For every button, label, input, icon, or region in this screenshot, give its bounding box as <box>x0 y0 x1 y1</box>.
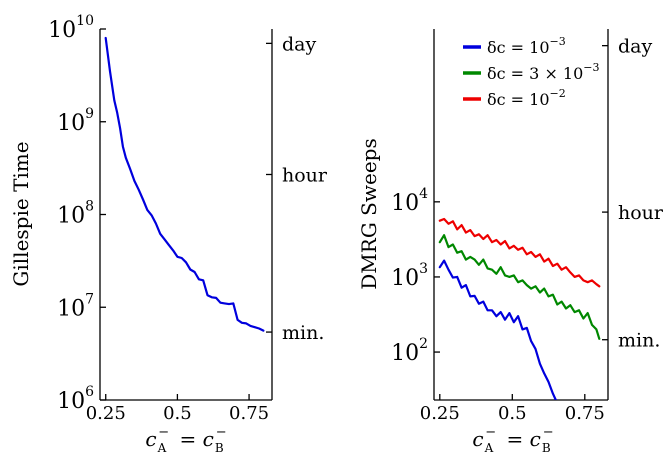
right-x-tick-label: 0.25 <box>420 403 460 424</box>
left-x-tick-label: 0.5 <box>163 403 192 424</box>
right-y-tick-label: 103 <box>391 261 428 291</box>
gillespie-time-panel: 0.25 0.5 0.751061071081091010min.hourdayGi… <box>9 13 328 455</box>
left-y-tick-exponent: 10 <box>76 13 94 29</box>
right-legend-label: δc = 10−3 <box>487 35 566 57</box>
right-series-line-0 <box>440 261 556 400</box>
right-y-tick-exponent: 4 <box>419 186 428 202</box>
right-y-tick-exponent: 2 <box>419 336 428 352</box>
left-y-tick-label: 1010 <box>48 13 94 43</box>
right-right-tick-label: min. <box>618 330 660 352</box>
left-right-tick-label: hour <box>282 164 328 186</box>
right-right-tick-label: hour <box>618 202 664 224</box>
left-right-tick-label: day <box>282 33 316 55</box>
left-y-tick-exponent: 7 <box>85 291 94 307</box>
left-x-tick-label: 0.75 <box>229 403 269 424</box>
left-y-tick-label: 109 <box>57 106 94 136</box>
left-y-tick-base: 10 <box>48 18 76 43</box>
left-y-tick-exponent: 8 <box>85 199 94 215</box>
left-series-line-0 <box>106 38 264 331</box>
right-y-tick-base: 10 <box>391 341 419 366</box>
right-x-tick-label: 0.5 <box>498 403 527 424</box>
left-series-group <box>106 38 264 331</box>
left-x-tick-label: 0.25 <box>86 403 126 424</box>
right-legend-label: δc = 3 × 10−3 <box>487 61 600 83</box>
left-y-tick-label: 107 <box>57 291 94 321</box>
right-series-line-2 <box>440 219 600 286</box>
left-x-axis-label: cA− = cB− <box>145 425 226 455</box>
left-y-tick-label: 108 <box>57 199 94 229</box>
left-y-axis-label: Gillespie Time <box>9 141 33 286</box>
right-right-tick-label: day <box>618 36 652 58</box>
right-x-tick-label: 0.75 <box>565 403 605 424</box>
right-legend-label: δc = 10−2 <box>487 87 566 109</box>
right-y-tick-label: 102 <box>391 336 428 366</box>
right-y-tick-base: 10 <box>391 266 419 291</box>
left-y-tick-base: 10 <box>57 296 85 321</box>
right-y-axis-label: DMRG Sweeps <box>357 138 381 289</box>
left-right-tick-label: min. <box>282 322 324 344</box>
left-y-tick-base: 10 <box>57 389 85 414</box>
right-y-tick-label: 104 <box>391 186 428 216</box>
right-series-group <box>440 219 600 400</box>
left-y-tick-exponent: 6 <box>85 384 94 400</box>
left-y-tick-base: 10 <box>57 111 85 136</box>
right-y-tick-exponent: 3 <box>419 261 428 277</box>
left-y-tick-base: 10 <box>57 204 85 229</box>
right-y-tick-base: 10 <box>391 191 419 216</box>
left-y-tick-exponent: 9 <box>85 106 94 122</box>
right-legend: δc = 10−3 δc = 3 × 10−3 δc = 10−2 <box>463 35 600 109</box>
right-x-axis-label: cA− = cB− <box>472 425 553 455</box>
